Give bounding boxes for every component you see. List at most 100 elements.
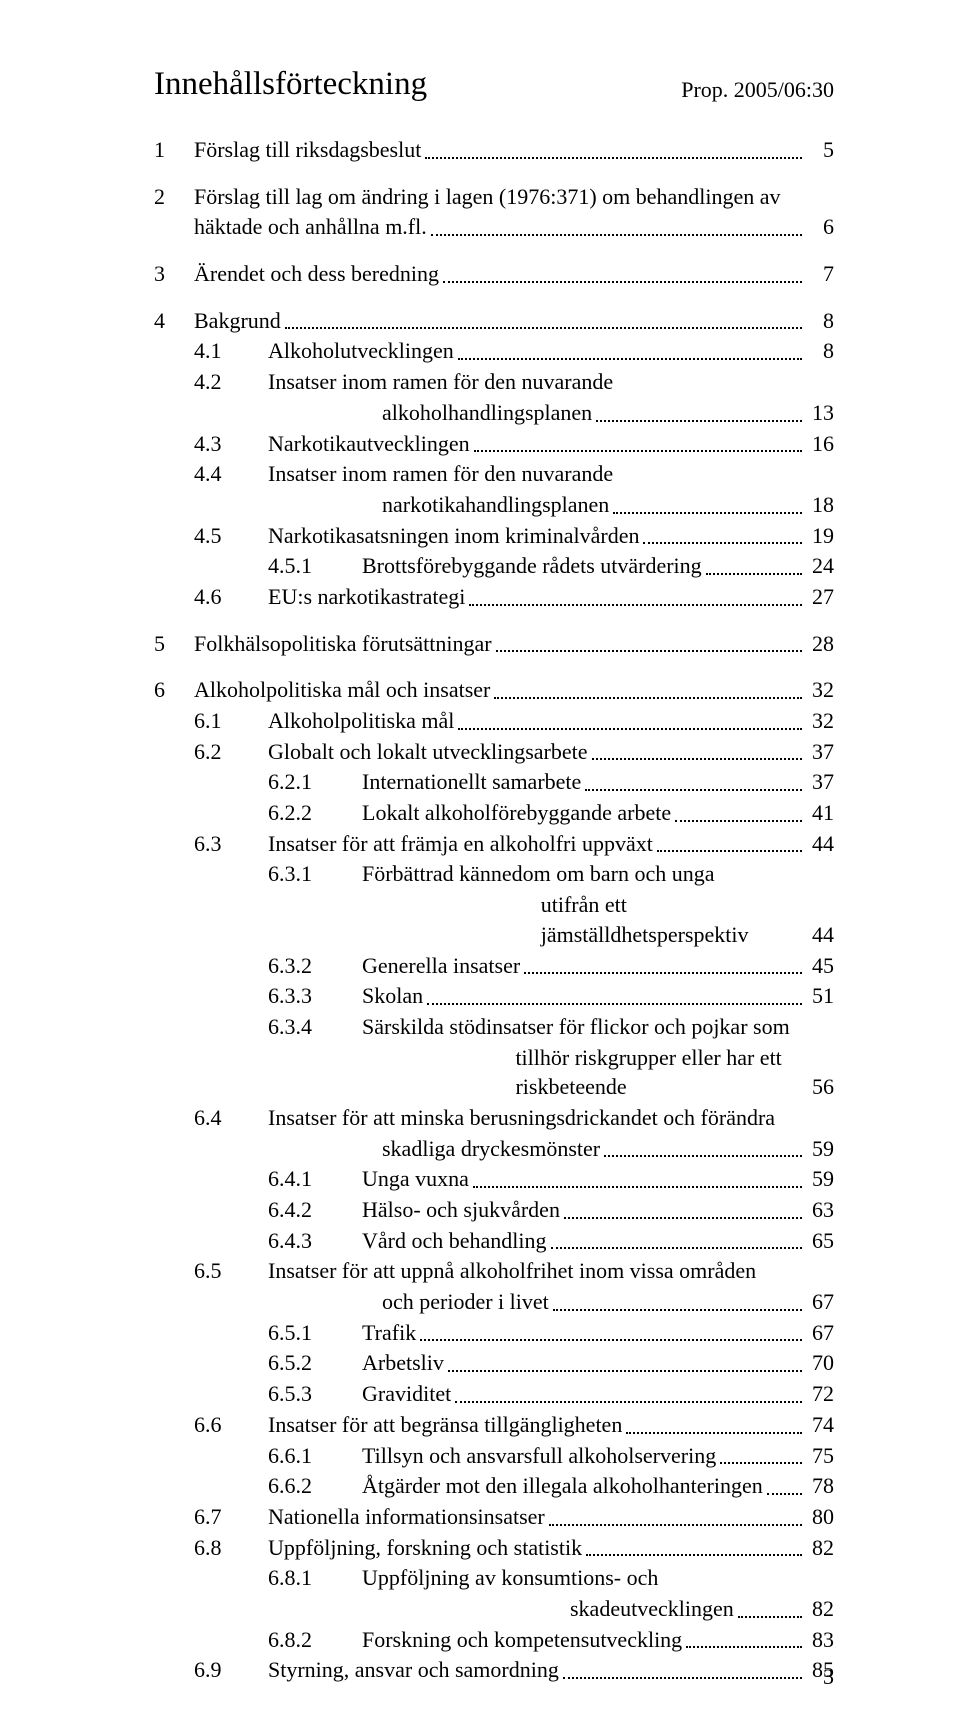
toc-page: 27 [806,582,834,612]
toc-text: Insatser inom ramen för den nuvarande [268,459,613,489]
toc-page: 82 [806,1533,834,1563]
toc-page: 72 [806,1379,834,1409]
toc-row-continuation: skadeutvecklingen82 [154,1594,834,1624]
toc-text: Brottsförebyggande rådets utvärdering [362,551,702,581]
toc-text: Alkoholutvecklingen [268,336,454,366]
toc-leader [563,1676,802,1679]
toc-number: 6.8.1 [268,1563,362,1593]
toc-text: Graviditet [362,1379,451,1409]
toc-number: 6.3.3 [268,981,362,1011]
toc-text: Bakgrund [194,306,281,336]
toc-page: 24 [806,551,834,581]
toc-text-cont: och perioder i livet [382,1287,549,1317]
toc-page: 51 [806,981,834,1011]
toc-number: 4.5.1 [268,551,362,581]
toc-page: 80 [806,1502,834,1532]
toc-page: 59 [806,1164,834,1194]
toc-leader [675,819,802,822]
toc-leader [767,1492,802,1495]
toc-row: 6.7Nationella informationsinsatser80 [154,1502,834,1532]
toc-number: 4.3 [194,429,268,459]
toc-number: 5 [154,629,194,659]
toc-text: Åtgärder mot den illegala alkoholhanteri… [362,1471,763,1501]
toc-page: 7 [806,259,834,289]
toc-row: 6.8Uppföljning, forskning och statistik8… [154,1533,834,1563]
toc-row: 6.6.2Åtgärder mot den illegala alkoholha… [154,1471,834,1501]
toc-row: 6.3.2Generella insatser45 [154,951,834,981]
toc-leader [285,326,802,329]
toc-text: Narkotikasatsningen inom kriminalvården [268,521,639,551]
toc-text: Förbättrad kännedom om barn och unga [362,859,715,889]
toc-page: 8 [806,336,834,366]
toc-text: Insatser för att uppnå alkoholfrihet ino… [268,1256,756,1286]
toc-page: 45 [806,951,834,981]
toc-leader [657,849,802,852]
toc-text: Alkoholpolitiska mål [268,706,454,736]
toc-number: 6.2.2 [268,798,362,828]
toc-number: 6.8 [194,1533,268,1563]
toc-leader [427,1002,802,1005]
toc-row: 6Alkoholpolitiska mål och insatser32 [154,675,834,705]
toc-row: 6.5.1Trafik67 [154,1318,834,1348]
toc-number: 4.1 [194,336,268,366]
toc-number: 6.4.2 [268,1195,362,1225]
toc-leader [458,727,802,730]
toc-row: 6.2.1Internationellt samarbete37 [154,767,834,797]
toc-leader [549,1523,802,1526]
toc-row: 6.5Insatser för att uppnå alkoholfrihet … [154,1256,834,1286]
toc-text: Insatser för att minska berusningsdricka… [268,1103,775,1133]
toc-page: 78 [806,1471,834,1501]
toc-text: Styrning, ansvar och samordning [268,1655,559,1685]
toc-number: 6.3.4 [268,1012,362,1042]
toc-leader [720,1461,802,1464]
toc-page: 56 [806,1072,834,1102]
toc-number: 6.6.1 [268,1441,362,1471]
toc-page: 70 [806,1348,834,1378]
toc-text: Unga vuxna [362,1164,469,1194]
toc-row: 6.4.1Unga vuxna59 [154,1164,834,1194]
toc-page: 6 [806,212,834,242]
toc-text-cont: utifrån ett jämställdhetsperspektiv [541,890,798,949]
toc-number: 3 [154,259,194,289]
toc-text-cont: häktade och anhållna m.fl. [194,212,427,242]
toc-text-cont: tillhör riskgrupper eller har ett riskbe… [515,1043,798,1102]
toc-number: 6.3.2 [268,951,362,981]
toc-leader [469,603,802,606]
toc-row: 4.1Alkoholutvecklingen 8 [154,336,834,366]
toc-text-cont: skadliga dryckesmönster [382,1134,600,1164]
header: Innehållsförteckning Prop. 2005/06:30 [154,66,834,103]
toc-leader [458,357,802,360]
toc-row: 5Folkhälsopolitiska förutsättningar28 [154,629,834,659]
toc-leader [706,572,802,575]
toc-page: 65 [806,1226,834,1256]
toc-page: 13 [806,398,834,428]
toc-page: 67 [806,1318,834,1348]
toc-number: 6.4 [194,1103,268,1133]
toc-leader [643,541,802,544]
toc-leader [448,1369,802,1372]
toc-leader [494,696,802,699]
toc-row: 4.5.1Brottsförebyggande rådets utvärderi… [154,551,834,581]
toc-page: 41 [806,798,834,828]
toc-row: 6.3.4Särskilda stödinsatser för flickor … [154,1012,834,1042]
toc-number: 2 [154,182,194,212]
toc-page: 32 [806,706,834,736]
toc-text: Förslag till riksdagsbeslut [194,135,421,165]
toc-leader [592,757,802,760]
toc-row-continuation: häktade och anhållna m.fl. 6 [154,212,834,242]
toc-row: 6.4.2Hälso- och sjukvården63 [154,1195,834,1225]
toc-number: 6.3 [194,829,268,859]
toc-leader [553,1308,802,1311]
toc-row: 3Ärendet och dess beredning7 [154,259,834,289]
toc-text: Folkhälsopolitiska förutsättningar [194,629,492,659]
toc-row-continuation: tillhör riskgrupper eller har ett riskbe… [154,1043,834,1102]
toc-row: 6.6.1Tillsyn och ansvarsfull alkoholserv… [154,1441,834,1471]
toc-text-cont: narkotikahandlingsplanen [382,490,609,520]
toc-page: 18 [806,490,834,520]
toc-row: 1Förslag till riksdagsbeslut5 [154,135,834,165]
toc-number: 6 [154,675,194,705]
toc-row: 4.2Insatser inom ramen för den nuvarande [154,367,834,397]
toc-row: 6.9Styrning, ansvar och samordning85 [154,1655,834,1685]
toc-leader [686,1645,802,1648]
toc-text: Arbetsliv [362,1348,444,1378]
